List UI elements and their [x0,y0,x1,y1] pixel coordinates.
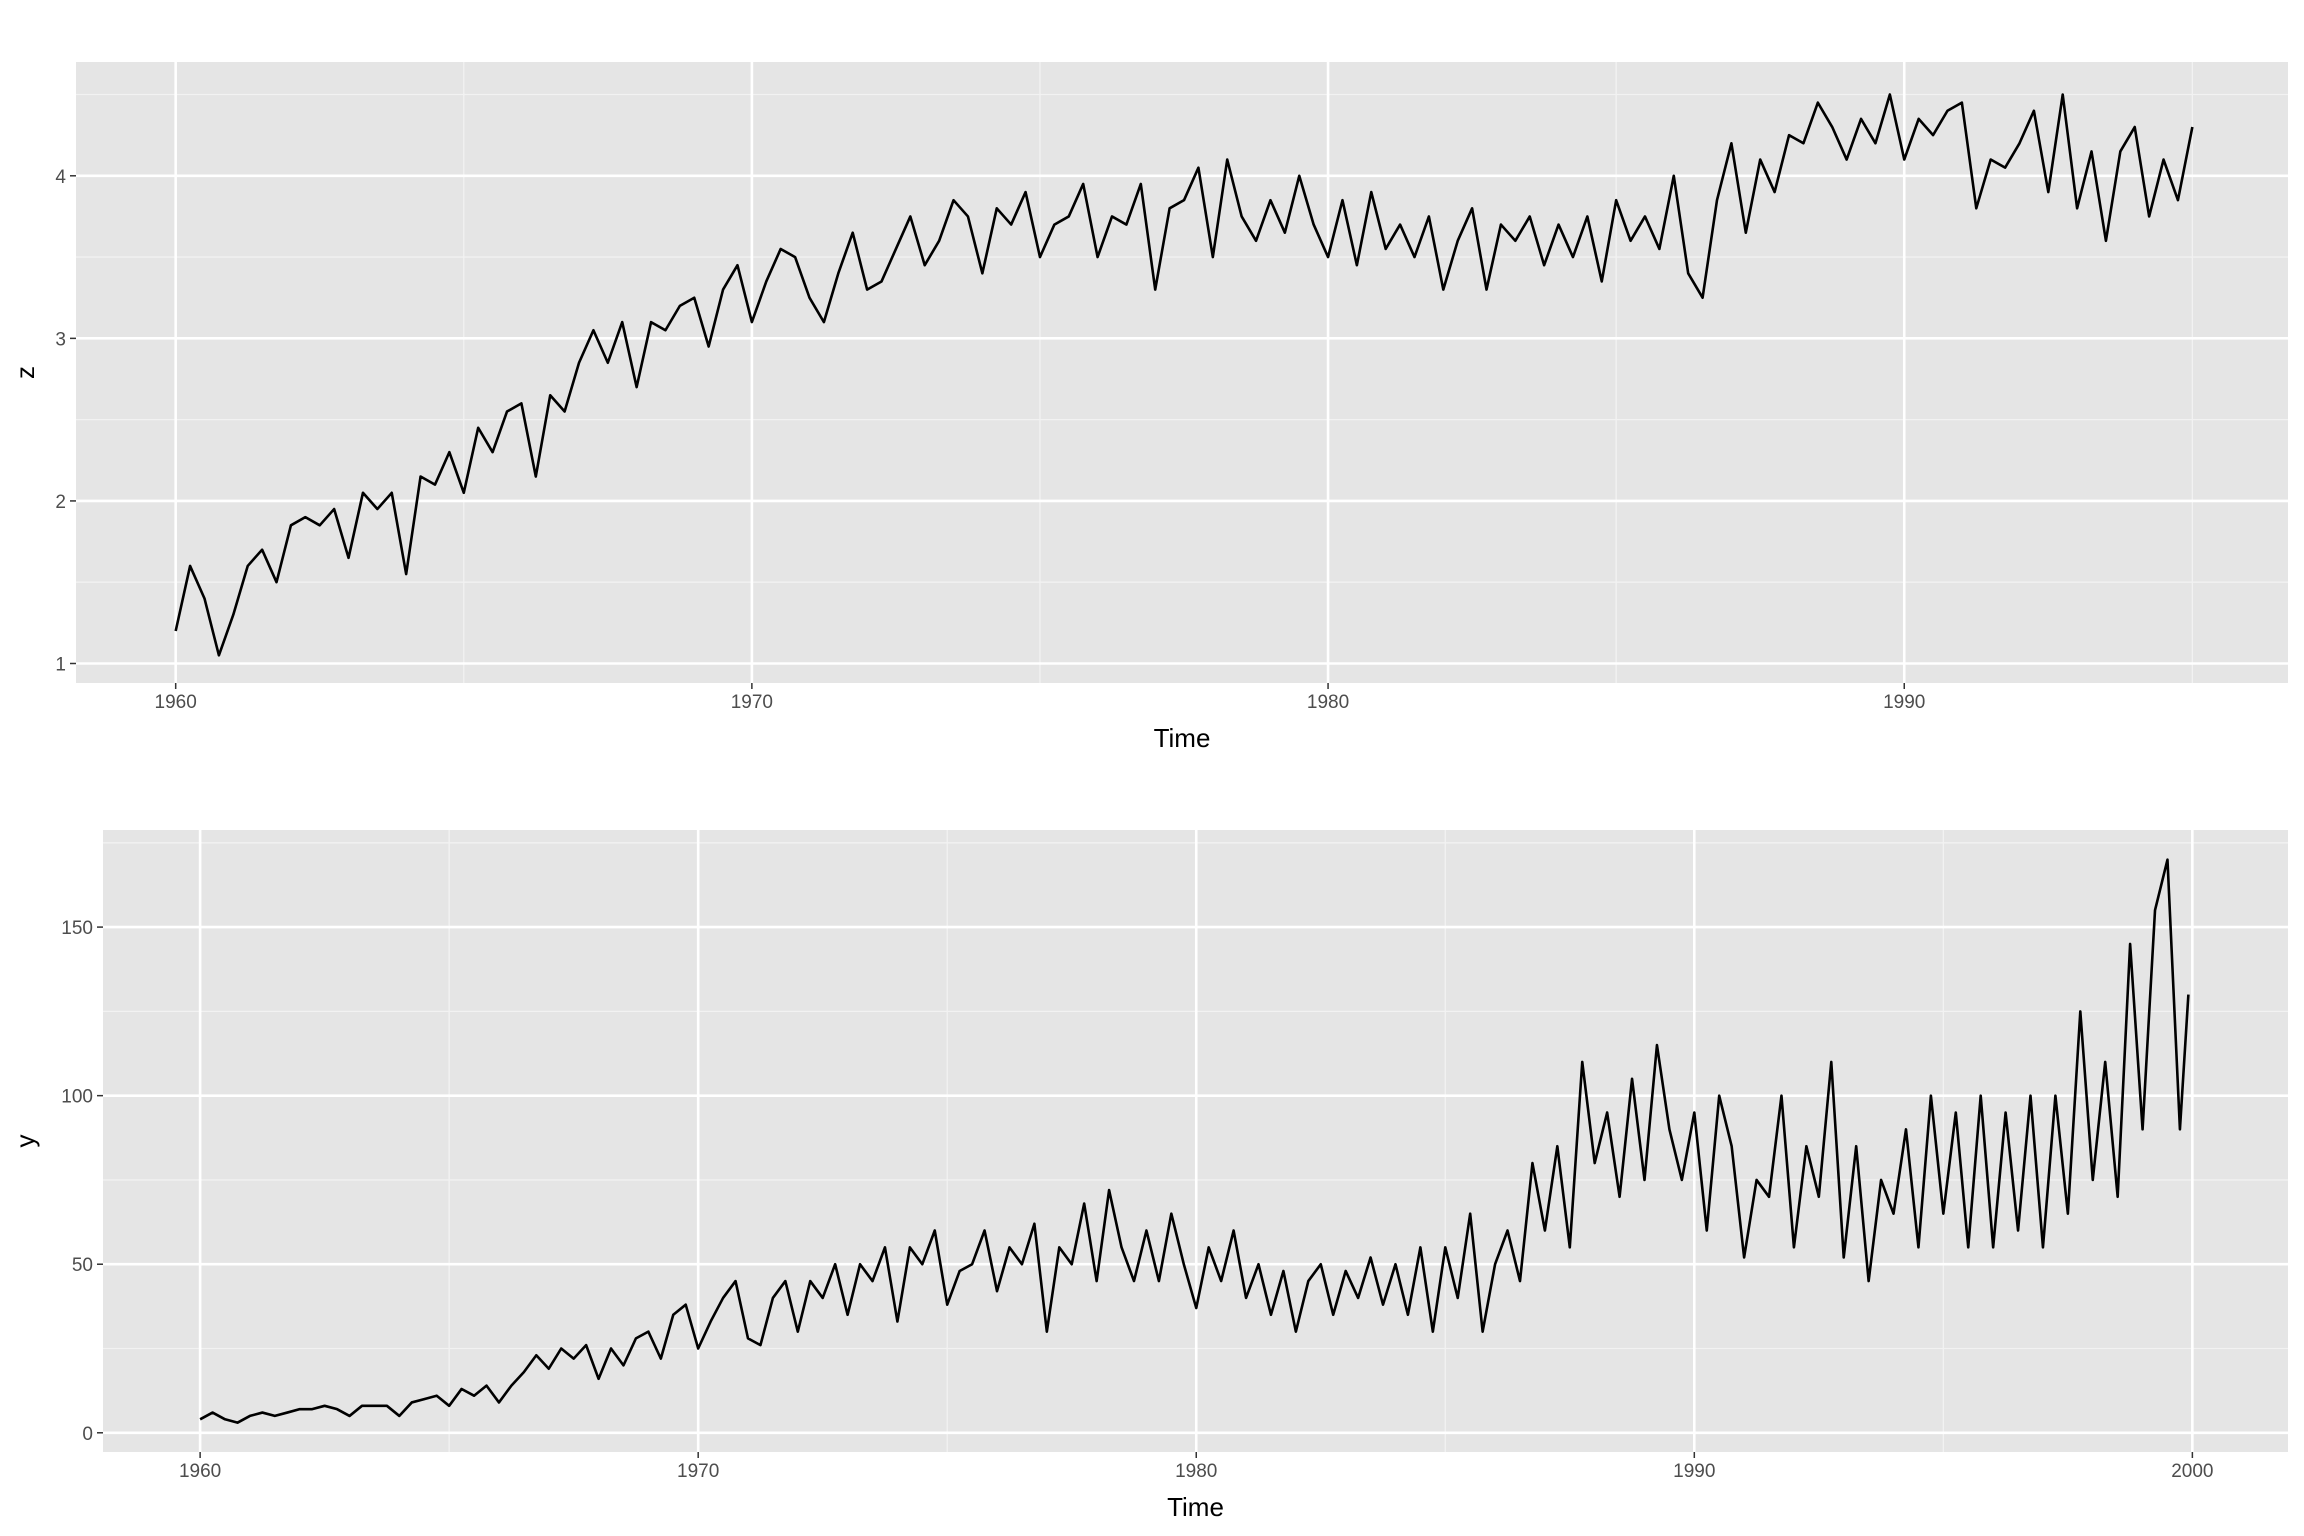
x-tick-label: 1980 [1175,1461,1217,1482]
data-line [199,858,2190,1424]
x-tick-label: 1970 [677,1461,719,1482]
x-tick-label: 1980 [1307,692,1349,713]
x-tick-label: 1990 [1883,692,1925,713]
y-tick-label: 150 [61,918,93,939]
panel-background [76,62,2288,683]
x-axis-title: Time [1167,1492,1224,1522]
y-axis-title: y [10,1135,40,1148]
y-axis-title: z [10,366,40,379]
y-tick-label: 3 [55,329,66,350]
data-line [174,93,2194,657]
x-tick-label: 2000 [2171,1461,2213,1482]
y-tick-label: 4 [55,167,66,188]
y-tick-label: 1 [55,654,66,675]
x-tick-label: 1990 [1673,1461,1715,1482]
x-axis-title: Time [1154,723,1211,753]
y-tick-label: 50 [72,1255,93,1276]
x-tick-label: 1970 [731,692,773,713]
x-tick-label: 1960 [155,692,197,713]
y-tick-label: 100 [61,1087,93,1108]
y-tick-label: 0 [82,1424,93,1445]
x-tick-label: 1960 [179,1461,221,1482]
y-tick-label: 2 [55,492,66,513]
